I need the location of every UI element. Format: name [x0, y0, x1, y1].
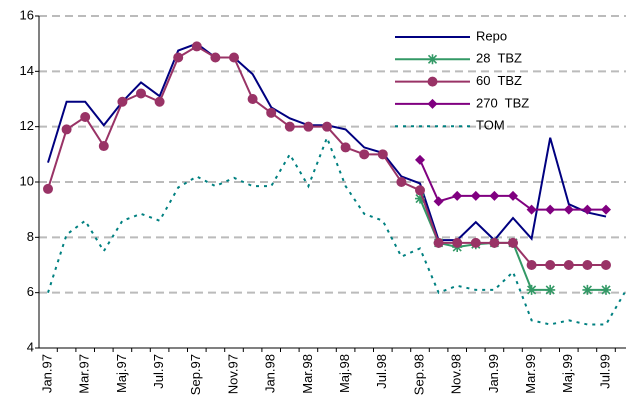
y-tick-label: 16	[20, 7, 34, 22]
marker	[154, 96, 165, 107]
marker	[303, 121, 314, 132]
marker	[415, 193, 425, 204]
marker	[340, 142, 351, 153]
series-line	[47, 134, 626, 326]
marker	[508, 237, 518, 248]
marker	[377, 149, 388, 160]
marker	[582, 204, 593, 215]
legend-label: 28 TBZ	[476, 51, 522, 66]
marker	[582, 260, 593, 270]
marker	[563, 204, 574, 215]
marker	[173, 52, 184, 63]
x-tick-label: Sep.97	[188, 354, 203, 395]
x-tick-label: Nov.98	[449, 354, 464, 394]
legend-marker	[427, 54, 438, 65]
marker	[582, 284, 593, 295]
x-tick-label: Sep.98	[411, 354, 426, 395]
marker	[601, 204, 611, 215]
marker	[489, 237, 500, 248]
y-tick-label: 12	[20, 118, 34, 133]
marker	[433, 237, 444, 248]
x-tick-label: Nov.97	[225, 354, 240, 394]
legend: Repo 28 TBZ 60 TBZ 270 TBZ TOM	[395, 28, 529, 133]
marker	[43, 183, 53, 194]
marker	[136, 88, 146, 99]
series-line	[47, 42, 607, 242]
x-tick-label: Jul.99	[597, 354, 612, 389]
x-tick-label: Mar.97	[77, 354, 92, 394]
legend-label: 60 TBZ	[476, 73, 522, 88]
marker	[117, 96, 128, 107]
marker	[359, 149, 370, 160]
marker	[545, 260, 556, 270]
marker	[452, 237, 463, 248]
marker	[210, 52, 221, 63]
legend-label: Repo	[476, 28, 507, 43]
marker	[508, 190, 518, 201]
marker	[80, 111, 91, 122]
marker	[266, 107, 277, 118]
marker	[601, 260, 611, 270]
legend-label: 270 TBZ	[476, 95, 529, 110]
series-line	[47, 45, 606, 266]
x-tick-label: Jul.97	[151, 354, 166, 389]
x-tick-label: Maj.99	[560, 354, 575, 393]
marker	[452, 190, 463, 201]
x-tick-label: Jan.99	[486, 354, 501, 393]
legend-marker	[427, 98, 438, 109]
y-tick-label: 10	[20, 173, 34, 188]
marker	[545, 204, 556, 215]
marker	[470, 237, 481, 248]
marker	[61, 124, 72, 135]
marker	[563, 260, 574, 270]
marker	[415, 185, 425, 196]
marker	[526, 260, 537, 270]
series-line	[419, 159, 606, 211]
marker	[433, 196, 444, 207]
marker	[247, 94, 258, 104]
y-tick-label: 6	[27, 284, 34, 299]
x-tick-label: Mar.98	[300, 354, 315, 394]
marker	[322, 121, 332, 132]
marker	[415, 154, 425, 165]
marker	[489, 190, 500, 201]
y-tick-label: 4	[27, 339, 34, 354]
x-tick-label: Jan.98	[263, 354, 278, 393]
marker	[396, 177, 407, 187]
marker	[526, 284, 537, 295]
marker	[284, 121, 295, 132]
x-tick-label: Jul.98	[374, 354, 389, 389]
marker	[191, 41, 202, 52]
marker	[229, 52, 239, 63]
y-tick-label: 8	[27, 229, 34, 244]
y-tick-label: 14	[20, 63, 34, 78]
x-tick-label: Mar.99	[523, 354, 538, 394]
marker	[601, 284, 611, 295]
legend-marker	[427, 76, 438, 87]
x-tick-label: Maj.97	[114, 354, 129, 393]
marker	[98, 141, 109, 152]
marker	[470, 190, 481, 201]
marker	[545, 284, 556, 295]
marker	[526, 204, 537, 215]
legend-label: TOM	[476, 118, 505, 133]
x-tick-label: Jan.97	[39, 354, 54, 393]
x-tick-label: Maj.98	[337, 354, 352, 393]
